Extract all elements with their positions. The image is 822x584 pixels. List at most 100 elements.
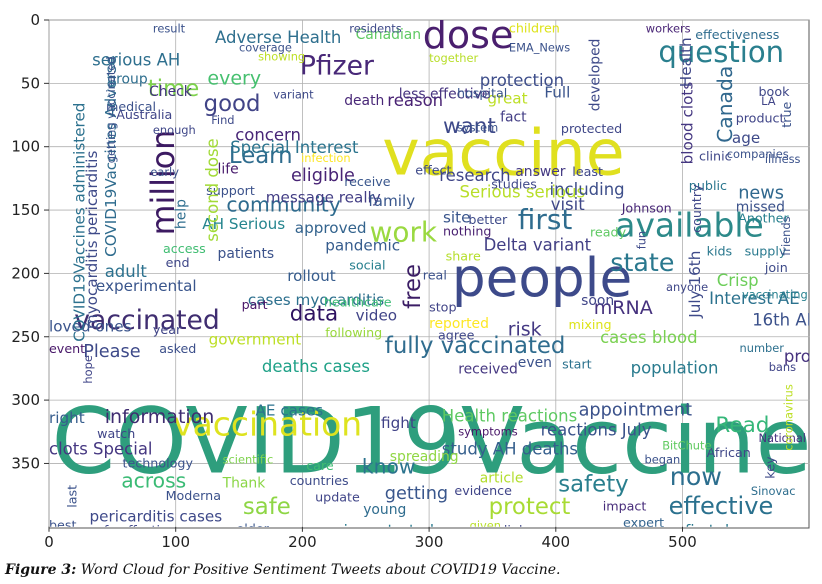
word-27: Canada [713, 66, 737, 143]
word-156: safe effective [90, 522, 176, 537]
word-14: now [670, 462, 722, 491]
word-4: available [615, 206, 763, 245]
word-45: adult [105, 262, 148, 281]
word-187: help [173, 199, 189, 229]
word-112: support [206, 183, 255, 198]
word-105: healthcare [324, 294, 392, 309]
word-102: share [446, 249, 481, 264]
word-138: impact [603, 498, 647, 513]
word-165: hospital [457, 85, 507, 100]
word-69: approved [295, 219, 367, 237]
word-41: reason [387, 91, 443, 110]
word-196: key [762, 456, 777, 479]
word-78: government [209, 330, 302, 348]
word-36: Please [83, 342, 140, 362]
word-51: research [439, 166, 510, 185]
word-193: fun [635, 231, 649, 249]
word-68: fight [381, 414, 416, 432]
word-145: symptoms [458, 425, 518, 439]
word-10: fully vaccinated [385, 333, 566, 359]
word-180: enough [153, 123, 196, 137]
word-130: vaccinating [742, 288, 808, 302]
word-42: concern [235, 125, 301, 144]
word-25: community [226, 192, 340, 216]
word-11: first [518, 203, 573, 236]
word-89: medical [106, 99, 156, 114]
x-tick-label-4: 400 [541, 533, 570, 551]
word-161: coverage [239, 41, 292, 55]
word-113: life [218, 161, 239, 177]
word-185: COVID19Vaccines Adverse [102, 56, 120, 257]
word-46: visit [551, 195, 586, 214]
word-55: serious AH [92, 51, 180, 70]
word-50: Delta variant [484, 236, 592, 255]
word-167: EMA_News [509, 41, 570, 55]
word-63: vaccines started [309, 522, 434, 540]
word-107: year [153, 322, 182, 337]
x-tick-label-3: 300 [415, 533, 444, 551]
word-53: protection [480, 71, 564, 90]
word-5: vaccination [173, 405, 362, 444]
word-181: early [150, 165, 179, 179]
word-110: end [166, 255, 190, 270]
word-35: eligible [291, 166, 355, 186]
word-142: evidence [454, 483, 512, 498]
word-20: Learn [229, 143, 293, 169]
word-99: soon [581, 293, 614, 309]
word-62: first dose [685, 522, 756, 540]
word-95: start [562, 356, 592, 371]
word-3: dose [423, 13, 514, 57]
x-tick-label-2: 200 [288, 533, 317, 551]
y-tick-label-5: 250 [11, 328, 40, 346]
word-2: people [452, 247, 632, 309]
word-177: book [759, 84, 791, 99]
word-137: Sinovac [751, 484, 796, 498]
word-77: video [356, 306, 397, 324]
word-56: Crisp [717, 271, 759, 290]
word-195: true [779, 101, 794, 127]
word-120: Johnson [621, 201, 672, 216]
word-8: Pfizer [300, 51, 374, 82]
word-184: myocarditis pericarditis [83, 151, 101, 330]
figure-label: Figure 3: [5, 562, 77, 578]
word-190: developed [588, 39, 604, 112]
word-141: given [470, 518, 501, 532]
word-126: kids [707, 244, 733, 259]
word-197: coronavirus [782, 384, 796, 451]
word-136: began [645, 452, 681, 466]
figure-caption: Figure 3: Word Cloud for Positive Sentim… [5, 562, 561, 578]
word-159: last [64, 485, 79, 508]
word-61: deaths cases [262, 357, 370, 376]
x-tick-label-1: 100 [161, 533, 190, 551]
word-92: least [572, 164, 603, 179]
word-48: reactions July [541, 421, 652, 440]
word-104: following [325, 325, 382, 340]
word-109: event [49, 341, 85, 356]
word-30: information [105, 406, 215, 428]
word-114: receive [344, 174, 391, 189]
word-124: clinic [699, 149, 732, 164]
word-67: AE cases [256, 401, 324, 419]
word-139: expert [623, 515, 664, 530]
word-134: African [707, 445, 751, 460]
word-169: effectiveness [695, 27, 779, 42]
word-123: Another [738, 211, 789, 226]
word-131: number [740, 341, 785, 355]
word-149: care [306, 458, 334, 473]
word-12: work [370, 216, 438, 249]
word-22: good [204, 91, 261, 117]
word-111: access [163, 241, 206, 256]
word-100: mixing [569, 317, 612, 332]
word-147: technology [123, 455, 194, 470]
word-133: National [759, 431, 806, 445]
word-87: Check [149, 84, 192, 100]
word-170: variant [273, 88, 314, 102]
word-157: best [49, 517, 76, 532]
word-117: better [468, 212, 508, 227]
word-24: data [290, 301, 338, 326]
word-81: Full [544, 83, 570, 101]
word-163: residents [349, 22, 401, 36]
word-84: death [344, 93, 384, 109]
word-9: million [146, 130, 182, 236]
word-176: product [736, 111, 785, 126]
